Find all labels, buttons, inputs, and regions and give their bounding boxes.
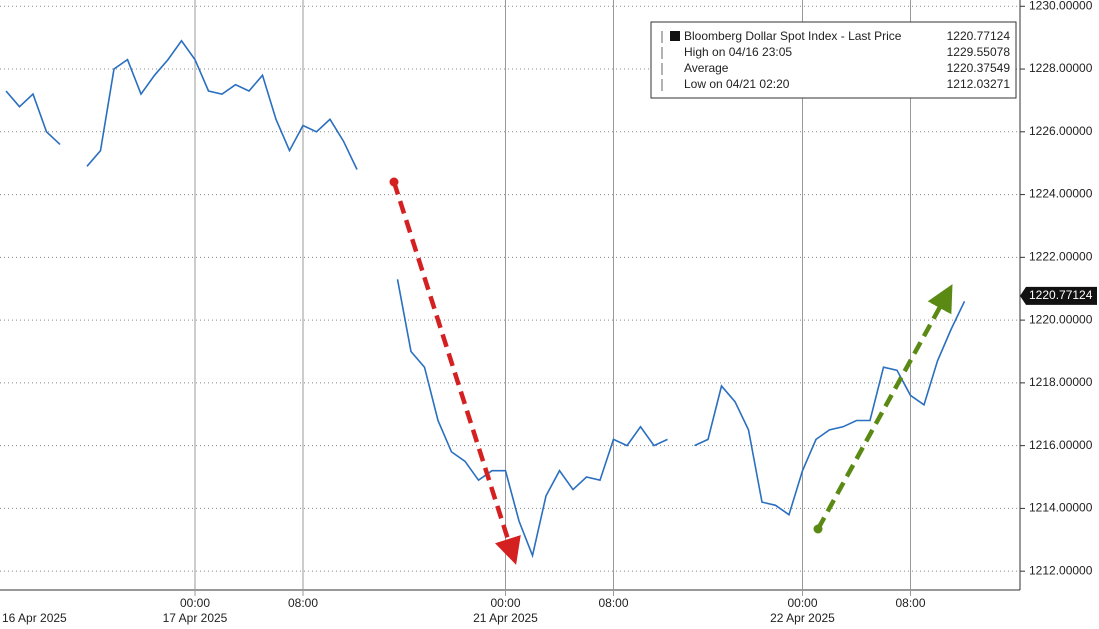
x-date-label: 21 Apr 2025 <box>473 611 538 625</box>
price-line <box>5 39 966 559</box>
y-tick-label: 1216.00000 <box>1029 438 1093 452</box>
x-tick-label: 08:00 <box>895 596 925 610</box>
x-date-label: 17 Apr 2025 <box>163 611 228 625</box>
y-tick-label: 1222.00000 <box>1029 250 1093 264</box>
x-tick-label: 08:00 <box>598 596 628 610</box>
y-tick-label: 1226.00000 <box>1029 124 1093 138</box>
y-tick-label: 1230.00000 <box>1029 0 1093 12</box>
down-arrow <box>391 181 521 565</box>
y-tick-label: 1218.00000 <box>1029 375 1093 389</box>
legend-label: Low on 04/21 02:20 <box>684 77 790 91</box>
x-tick-label: 00:00 <box>490 596 520 610</box>
legend-value: 1229.55078 <box>947 45 1011 59</box>
legend-value: 1212.03271 <box>947 77 1011 91</box>
legend-label: High on 04/16 23:05 <box>684 45 792 59</box>
plot-area <box>0 0 1025 596</box>
legend-label: Average <box>684 61 729 75</box>
last-value-label: 1220.77124 <box>1029 288 1093 302</box>
legend <box>650 21 1017 99</box>
arrow-start <box>389 177 399 187</box>
x-date-label: 22 Apr 2025 <box>770 611 835 625</box>
up-arrow <box>816 284 953 531</box>
legend-value: 1220.77124 <box>947 29 1011 43</box>
y-tick-label: 1212.00000 <box>1029 563 1093 577</box>
y-tick-label: 1220.00000 <box>1029 312 1093 326</box>
legend-label: Bloomberg Dollar Spot Index - Last Price <box>684 29 902 43</box>
arrow-start <box>813 524 823 534</box>
x-tick-label: 00:00 <box>787 596 817 610</box>
x-tick-label: 00:00 <box>180 596 210 610</box>
last-value-tag <box>1020 286 1097 305</box>
y-tick-label: 1228.00000 <box>1029 61 1093 75</box>
legend-value: 1220.37549 <box>947 61 1011 75</box>
x-tick-label: 08:00 <box>288 596 318 610</box>
y-tick-label: 1224.00000 <box>1029 187 1093 201</box>
legend-swatch <box>670 31 680 41</box>
legend-box <box>650 21 1017 99</box>
x-date-label: 16 Apr 2025 <box>2 611 67 625</box>
y-tick-label: 1214.00000 <box>1029 501 1093 515</box>
